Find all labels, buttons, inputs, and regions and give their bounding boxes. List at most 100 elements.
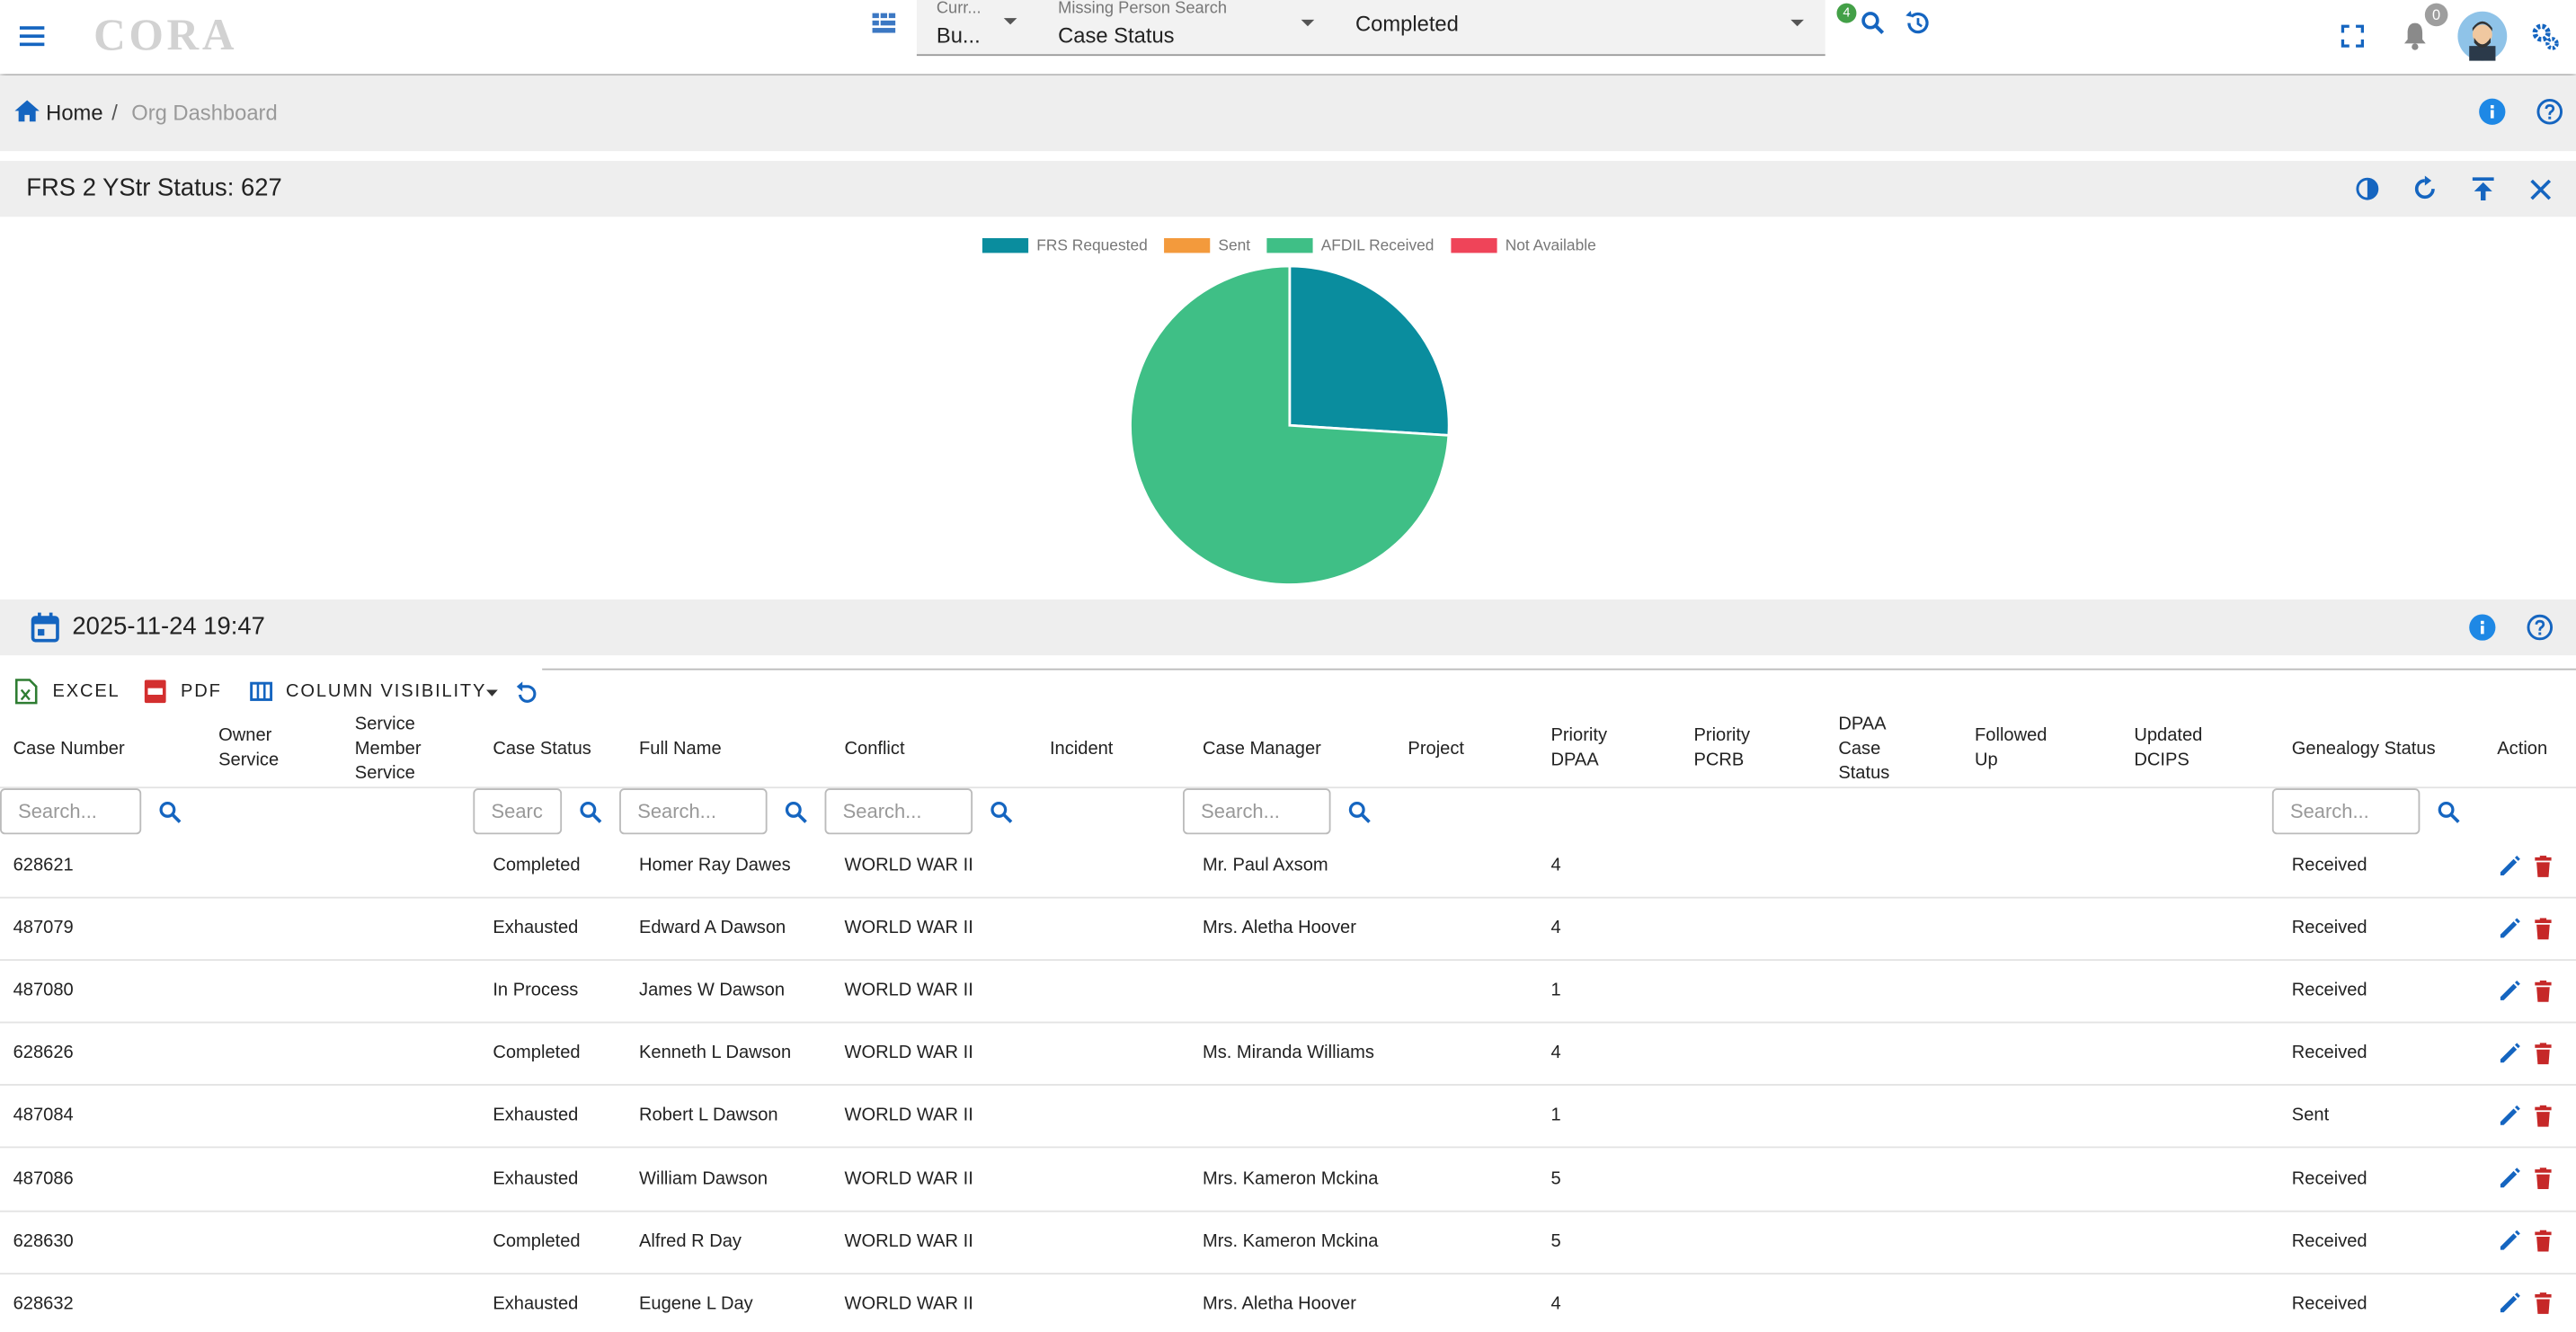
- dropdown-arrow[interactable]: [1790, 19, 1804, 27]
- row-actions[interactable]: [2499, 917, 2558, 939]
- table-cell: Received: [2291, 981, 2367, 1001]
- notifications-button[interactable]: [2402, 22, 2428, 51]
- search-input[interactable]: [2271, 788, 2421, 835]
- field-value[interactable]: Completed: [1355, 11, 1459, 37]
- home-icon[interactable]: [14, 100, 40, 122]
- history-button[interactable]: [1904, 10, 1930, 36]
- legend-swatch: [1164, 237, 1211, 253]
- theme-button[interactable]: [2356, 177, 2379, 200]
- dropdown-arrow[interactable]: [486, 689, 498, 697]
- table-cell: WORLD WAR II: [844, 1230, 973, 1251]
- column-header: Full Name: [639, 738, 722, 759]
- column-visibility-button[interactable]: COLUMN VISIBILITY: [286, 681, 487, 702]
- avatar[interactable]: [2457, 11, 2508, 61]
- pdf-icon[interactable]: [144, 679, 166, 704]
- row-actions[interactable]: [2499, 1292, 2558, 1315]
- logo[interactable]: CORA: [93, 9, 238, 59]
- divider: [542, 668, 2576, 670]
- table-cell: Exhausted: [493, 1168, 579, 1189]
- column-header: Updated DCIPS: [2134, 725, 2203, 771]
- search-input[interactable]: [824, 788, 973, 835]
- row-actions[interactable]: [2499, 855, 2558, 876]
- table-cell: Exhausted: [493, 918, 579, 938]
- table-cell: WORLD WAR II: [844, 918, 973, 938]
- search-button[interactable]: [2438, 801, 2460, 823]
- reset-button[interactable]: [514, 680, 537, 704]
- row-actions[interactable]: [2499, 1230, 2558, 1252]
- search-input[interactable]: [1183, 788, 1331, 835]
- search-input[interactable]: [473, 788, 563, 835]
- search-button[interactable]: [580, 801, 602, 823]
- table-cell: 487080: [13, 981, 74, 1001]
- table-cell: WORLD WAR II: [844, 1168, 973, 1189]
- apps-icon[interactable]: [872, 13, 896, 33]
- table-cell: 4: [1550, 918, 1561, 938]
- column-header: Conflict: [844, 738, 905, 759]
- search-input[interactable]: [0, 788, 142, 835]
- table-cell: 628630: [13, 1230, 74, 1251]
- header-separator: [0, 786, 2576, 789]
- calendar-icon[interactable]: [31, 612, 59, 643]
- table-cell: 1: [1550, 1106, 1561, 1126]
- excel-button[interactable]: EXCEL: [52, 681, 120, 702]
- search-button[interactable]: [1348, 801, 1371, 823]
- search-button[interactable]: [1861, 12, 1885, 35]
- table-cell: 5: [1550, 1230, 1561, 1251]
- table-cell: Homer Ray Dawes: [639, 856, 791, 875]
- info-button[interactable]: [2469, 614, 2496, 641]
- legend-label: AFDIL Received: [1321, 236, 1435, 254]
- dropdown-arrow[interactable]: [1301, 19, 1315, 27]
- field-label: Curr...: [936, 0, 982, 19]
- table-cell: WORLD WAR II: [844, 1293, 973, 1314]
- table-cell: 4: [1550, 1043, 1561, 1063]
- row-actions[interactable]: [2499, 1105, 2558, 1127]
- help-button[interactable]: [2527, 614, 2554, 641]
- table-cell: 5: [1550, 1168, 1561, 1189]
- table-cell: Sent: [2291, 1106, 2330, 1126]
- close-button[interactable]: [2530, 179, 2552, 200]
- table-cell: WORLD WAR II: [844, 1106, 973, 1126]
- collapse-button[interactable]: [2472, 177, 2494, 200]
- fullscreen-button[interactable]: [2341, 24, 2365, 48]
- search-button[interactable]: [159, 801, 182, 823]
- table-cell: Mrs. Aletha Hoover: [1202, 918, 1356, 938]
- table-cell: Eugene L Day: [639, 1293, 753, 1314]
- dropdown-arrow[interactable]: [1003, 18, 1017, 25]
- table-cell: Exhausted: [493, 1293, 579, 1314]
- search-input[interactable]: [619, 788, 768, 835]
- info-button[interactable]: [2479, 98, 2506, 125]
- table-cell: William Dawson: [639, 1168, 768, 1189]
- table-cell: James W Dawson: [639, 981, 786, 1001]
- table-cell: WORLD WAR II: [844, 981, 973, 1001]
- pdf-button[interactable]: PDF: [181, 681, 222, 702]
- legend-label: Sent: [1218, 236, 1250, 254]
- search-button[interactable]: [785, 801, 807, 823]
- column-header: Priority DPAA: [1550, 725, 1608, 771]
- table-cell: Alfred R Day: [639, 1230, 742, 1251]
- table-cell: Received: [2291, 1293, 2367, 1314]
- table-cell: 628621: [13, 856, 74, 875]
- settings-button[interactable]: [2532, 23, 2560, 51]
- table-cell: 628626: [13, 1043, 74, 1063]
- row-separator: [0, 1021, 2576, 1024]
- field-value[interactable]: Bu...: [936, 22, 981, 48]
- columns-icon[interactable]: [250, 681, 273, 701]
- panel-title: FRS 2 YStr Status: 627: [26, 173, 282, 202]
- column-header: Priority PCRB: [1693, 725, 1751, 771]
- refresh-button[interactable]: [2412, 175, 2438, 202]
- menu-button[interactable]: [19, 24, 45, 48]
- field-label: Missing Person Search: [1058, 0, 1228, 19]
- table-cell: 4: [1550, 1293, 1561, 1314]
- breadcrumb-home[interactable]: Home: [46, 100, 103, 125]
- excel-icon[interactable]: [14, 679, 38, 705]
- row-actions[interactable]: [2499, 980, 2558, 1002]
- row-actions[interactable]: [2499, 1043, 2558, 1064]
- legend-swatch: [1451, 237, 1497, 253]
- table-cell: Kenneth L Dawson: [639, 1043, 792, 1063]
- row-actions[interactable]: [2499, 1168, 2558, 1190]
- breadcrumb-current: Org Dashboard: [131, 100, 278, 125]
- help-button[interactable]: [2536, 99, 2563, 125]
- field-value[interactable]: Case Status: [1058, 22, 1175, 48]
- search-button[interactable]: [990, 801, 1013, 823]
- pie-chart: FRS Requested Sent AFDIL Received Not Avail…: [982, 236, 1596, 586]
